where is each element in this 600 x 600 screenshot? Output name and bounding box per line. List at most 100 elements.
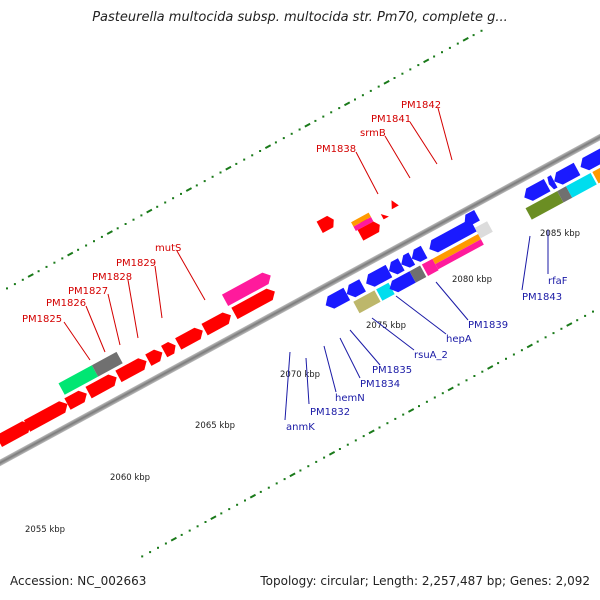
scale-tick: [328, 450, 336, 456]
gene-feature: [391, 200, 399, 210]
scale-label: 2080 kbp: [452, 275, 492, 285]
scale-tick: [433, 55, 436, 58]
scale-tick: [196, 525, 199, 528]
scale-tick: [354, 98, 356, 101]
scale-tick: [447, 386, 454, 392]
scale-tick: [417, 64, 420, 67]
gene-label: PM1843: [522, 292, 562, 303]
scale-tick: [480, 29, 483, 32]
scale-tick: [487, 365, 494, 370]
gene-feature: [357, 221, 380, 241]
scale-tick: [592, 310, 594, 313]
scale-tick: [401, 72, 404, 75]
scale-tick: [290, 132, 293, 135]
genome-backbone: [0, 96, 600, 504]
scale-tick: [289, 472, 296, 478]
scale-tick: [132, 218, 135, 221]
scale-tick: [552, 332, 555, 335]
gene-feature: [432, 234, 481, 265]
scale-tick: [457, 383, 460, 386]
gene-label: rfaF: [548, 276, 568, 287]
scale-tick: [164, 542, 167, 545]
gene-feature: [557, 186, 573, 203]
scale-tick: [433, 396, 436, 399]
scale-tick: [322, 115, 325, 118]
scale-tick: [473, 375, 476, 377]
scale-tick: [235, 162, 238, 165]
scale-tick: [106, 230, 113, 235]
scale-tick: [251, 154, 254, 157]
gene-feature: [58, 365, 99, 395]
gene-feature: [353, 290, 381, 314]
gene-feature: [351, 212, 372, 227]
scale-tick: [180, 533, 183, 536]
scale-tick: [185, 187, 193, 192]
scale-tick: [362, 435, 365, 438]
bottom-gene-labels: anmK PM1832 hemN PM1834 PM1835 rsuA_2 he…: [286, 276, 568, 433]
gene-feature: [201, 312, 231, 336]
scale-tick: [378, 426, 381, 429]
gene-feature: [353, 217, 374, 231]
scale-tick: [566, 322, 573, 327]
gene-feature: [0, 421, 31, 447]
scale-tick: [274, 141, 277, 144]
scale-label: 2055 kbp: [25, 525, 65, 535]
gene-label: PM1832: [310, 407, 350, 418]
summary-text: Topology: circular; Length: 2,257,487 bp…: [260, 574, 590, 588]
scale-tick: [170, 536, 177, 542]
gene-label: PM1842: [401, 100, 441, 111]
gene-feature: [554, 162, 581, 185]
map-title: Pasteurella multocida subsp. multocida s…: [92, 10, 508, 25]
scale-tick: [236, 503, 239, 506]
gene-feature: [525, 191, 564, 220]
gene-label: PM1841: [371, 114, 411, 125]
gene-feature: [376, 282, 395, 301]
gene-feature: [175, 327, 203, 350]
scale-tick: [61, 257, 64, 260]
gene-feature: [145, 349, 163, 366]
scale-tick: [164, 201, 167, 204]
gene-feature: [380, 214, 389, 220]
scale-tick: [204, 521, 207, 523]
scale-tick: [13, 283, 16, 286]
scale-tick: [394, 417, 397, 420]
gene-feature: [325, 287, 351, 309]
scale-tick: [497, 362, 500, 365]
scale-tick: [383, 79, 390, 85]
scale-tick: [338, 107, 341, 110]
scale-tick: [361, 94, 364, 97]
scale-tick: [425, 400, 428, 403]
scale-tick: [77, 248, 80, 251]
scale-tick: [180, 192, 182, 195]
scale-tick: [188, 529, 191, 532]
gene-label: PM1827: [68, 286, 108, 297]
scale-tick: [203, 180, 206, 183]
scale-tick: [304, 122, 311, 128]
scale-tick: [27, 273, 34, 278]
scale-tick: [584, 314, 587, 317]
scale-tick: [576, 319, 579, 322]
scale-tick: [526, 343, 533, 349]
gene-feature: [524, 179, 551, 201]
gene-feature: [316, 215, 334, 234]
gene-feature: [421, 258, 439, 276]
gene-feature: [429, 219, 477, 253]
scale-tick: [275, 482, 278, 485]
scale-tick: [407, 408, 415, 413]
scale-tick: [210, 515, 217, 521]
scale-tick: [21, 278, 24, 281]
scale-tick: [544, 336, 547, 339]
scale-tick: [172, 197, 175, 200]
gene-feature: [231, 288, 275, 320]
gene-label: PM1835: [372, 365, 412, 376]
scale-tick: [85, 244, 88, 247]
accession-text: Accession: NC_002663: [10, 574, 147, 588]
gene-feature: [346, 279, 366, 298]
scale-tick: [93, 240, 95, 243]
gene-feature: [366, 264, 393, 287]
tick-rows: [6, 29, 594, 558]
scale-tick: [369, 89, 372, 92]
scale-tick: [249, 493, 257, 499]
scale-tick: [195, 184, 198, 187]
